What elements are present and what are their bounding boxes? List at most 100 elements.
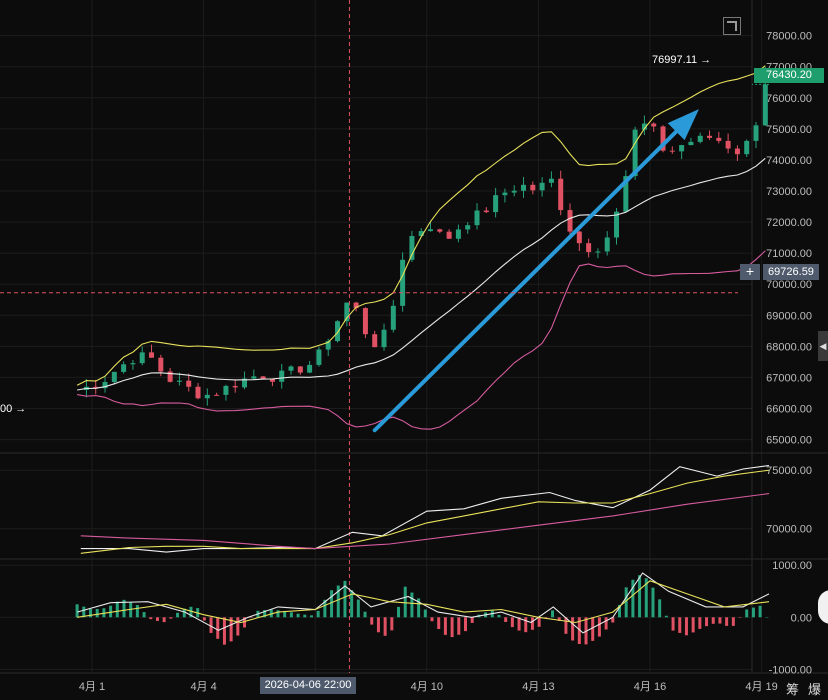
macd-bar (149, 617, 153, 620)
macd-bar (678, 617, 682, 633)
add-price-alert-icon[interactable]: + (740, 264, 760, 280)
macd-bar (624, 587, 628, 618)
macd-bar (691, 617, 695, 633)
macd-bar (249, 617, 253, 618)
candle-body (539, 182, 545, 191)
macd-bar (323, 599, 327, 618)
price-axis-label: 65000.00 (766, 435, 812, 447)
candle-body (316, 349, 322, 365)
macd-bar (303, 614, 307, 618)
candle-body (437, 229, 443, 232)
candle-body (688, 141, 694, 146)
left-edge-price-label: 00 → (0, 403, 27, 415)
macd-bar (430, 617, 434, 622)
time-axis-label: 4月 4 (190, 681, 216, 693)
candle-body (632, 129, 638, 177)
last-price-tag: 76430.20 (754, 68, 824, 83)
macd-bar (296, 613, 300, 618)
macd-bar (229, 617, 233, 642)
high-price-label: 76997.11 → (652, 54, 712, 66)
ma-axis-label: 70000.00 (766, 524, 812, 536)
price-axis-label: 67000.00 (766, 372, 812, 384)
macd-bar (725, 617, 729, 626)
candle-body (651, 123, 657, 127)
macd-bar (109, 605, 113, 618)
candle-body (493, 195, 499, 213)
side-panel-toggle[interactable]: ◀ (818, 331, 828, 361)
candle-body (111, 371, 117, 383)
macd-bar (135, 605, 139, 618)
macd-bar (617, 604, 621, 618)
macd-dif-line (76, 572, 770, 634)
macd-bar (638, 575, 642, 618)
candle-body (335, 321, 341, 342)
macd-bar (658, 599, 662, 618)
candle-body (176, 380, 182, 382)
candle-body (474, 210, 480, 226)
candle-body (372, 334, 378, 348)
macd-bar (611, 617, 615, 623)
macd-bar (397, 606, 401, 618)
price-axis-label: 68000.00 (766, 341, 812, 353)
candle-body (167, 371, 173, 382)
macd-bar (162, 617, 166, 623)
macd-bar (564, 617, 568, 634)
macd-bar (664, 615, 668, 618)
macd-bar (450, 617, 454, 638)
macd-bar (751, 607, 755, 618)
candle-body (530, 184, 536, 191)
candlesticks (83, 66, 768, 406)
macd-bar (363, 611, 367, 618)
ma-axis-label: 75000.00 (766, 465, 812, 477)
macd-bar (243, 617, 247, 628)
candle-body (576, 231, 582, 244)
candle-body (362, 308, 368, 335)
candle-body (465, 225, 471, 230)
macd-bar (309, 615, 313, 618)
time-axis-label: 4月 19 (745, 681, 777, 693)
bollinger-middle-line (77, 157, 766, 391)
candle-body (121, 364, 127, 372)
macd-bar (289, 612, 293, 618)
fullscreen-icon[interactable] (723, 17, 741, 35)
chip-distribution-button[interactable]: 筹 (786, 682, 800, 697)
macd-bar (577, 617, 581, 644)
candle-body (707, 135, 713, 138)
candle-body (242, 378, 248, 388)
candle-body (400, 259, 406, 306)
candle-body (734, 148, 740, 155)
bollinger-upper-line (76, 65, 766, 386)
candle-body (595, 251, 601, 253)
macd-bar (597, 617, 601, 637)
macd-bar (89, 608, 93, 618)
candle-body (604, 237, 610, 252)
candle-body (130, 363, 136, 365)
candle-body (102, 382, 108, 389)
liquidation-button[interactable]: 爆 (808, 682, 822, 697)
candle-body (149, 352, 155, 358)
candle-body (548, 178, 554, 183)
candle-body (521, 184, 527, 191)
macd-bar (216, 617, 220, 639)
macd-bar (202, 617, 206, 621)
macd-bar (745, 609, 749, 618)
macd-bar (765, 617, 769, 618)
candle-body (353, 302, 359, 309)
macd-bar (457, 617, 461, 635)
macd-bar (530, 617, 534, 630)
macd-bar (263, 610, 267, 618)
macd-bar (283, 610, 287, 618)
macd-bar (758, 605, 762, 618)
macd-axis-label: 0.00 (791, 612, 812, 624)
macd-bar (82, 606, 86, 618)
macd-bar (182, 608, 186, 618)
macd-bar (644, 578, 648, 618)
macd-axis-label: 1000.00 (772, 560, 812, 572)
trend-arrow-shaft (372, 111, 697, 433)
floating-round-button[interactable] (818, 590, 828, 624)
macd-bar (390, 617, 394, 631)
macd-bar (443, 617, 447, 635)
macd-bar (122, 599, 126, 618)
candle-body (409, 236, 415, 260)
